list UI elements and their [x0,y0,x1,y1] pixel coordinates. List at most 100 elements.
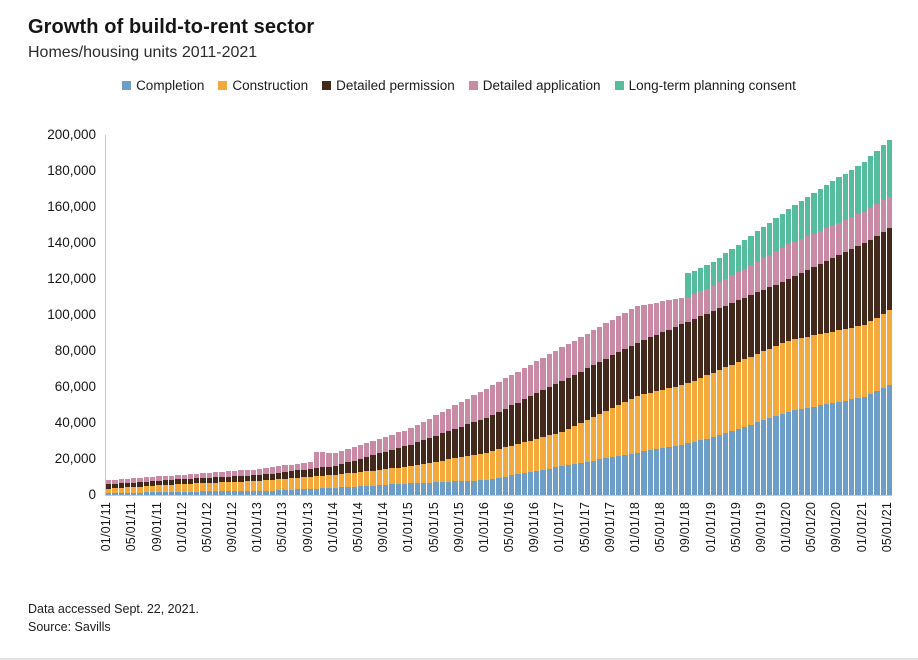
bar-segment [137,478,143,483]
bar-column [584,333,590,495]
bar-column [735,244,741,495]
bar-segment [540,469,546,495]
y-axis-labels: 0 20,000 40,000 60,000 80,000 100,000 120,000 1… [0,0,96,658]
bar-segment [760,289,767,352]
bar-segment [823,404,830,495]
bar-segment [786,411,792,495]
bar-segment [634,395,641,453]
bar-segment [723,305,729,368]
bar-segment [131,482,137,488]
bar-segment [811,233,817,268]
bar-column [741,240,748,495]
bar-segment [578,337,584,372]
bar-segment [294,477,301,490]
bar-column [666,300,672,495]
bar-column [200,473,206,495]
bar-segment [849,217,855,250]
bar-column [634,305,641,495]
bar-segment [553,384,559,434]
bar-segment [509,405,515,446]
bar-column [521,368,527,495]
bar-segment [276,472,282,480]
bar-column [754,231,760,495]
bar-segment [842,252,849,329]
bar-segment [345,462,351,474]
bar-segment [704,313,710,376]
bar-segment [804,236,811,271]
bar-segment [704,375,710,439]
bar-column [477,392,483,495]
legend-item-completion: Completion [122,78,204,93]
bar-column [767,222,773,495]
bar-segment [559,347,565,382]
bar-segment [187,474,194,479]
bar-segment [439,433,446,461]
bar-segment [194,473,200,479]
bar-segment [578,462,584,495]
bar-segment [849,249,855,328]
x-tick-label: 05/01/12 [199,502,214,553]
bar-segment [206,482,213,492]
y-tick-label: 60,000 [54,379,96,394]
bar-segment [490,450,496,479]
bar-segment [175,491,181,495]
bar-segment [452,458,458,482]
bar-segment [830,258,836,332]
bar-segment [609,407,616,458]
bar-column [219,471,225,495]
bar-segment [748,295,754,357]
bar-segment [376,453,383,470]
bar-column [194,473,200,495]
bar-segment [641,451,647,495]
bar-segment [401,466,408,484]
bar-segment [792,339,798,411]
bar-segment [509,445,515,476]
bar-segment [804,197,811,237]
bar-column [338,450,345,495]
bar-segment [534,393,540,439]
bar-segment [320,475,326,489]
bar-column [401,430,408,495]
bar-column [842,173,849,495]
bar-segment [817,405,823,495]
bar-segment [565,378,571,429]
bar-column [773,218,779,495]
bar-segment [855,397,861,495]
bar-segment [792,276,798,340]
bar-segment [741,297,748,360]
bar-segment [383,451,389,470]
bar-segment [697,316,704,379]
bar-segment [427,462,433,483]
bar-segment [521,399,527,443]
legend-swatch-construction [218,81,228,90]
bar-segment [855,214,861,247]
bar-segment [502,447,508,477]
bar-segment [521,473,527,495]
bar-segment [823,228,830,262]
bar-segment [288,471,294,479]
bar-column [817,189,823,495]
bar-segment [823,332,830,405]
bar-segment [830,181,836,226]
bar-segment [433,435,439,462]
bar-segment [710,437,716,495]
bar-segment [628,309,634,346]
bar-column [823,185,830,495]
bar-segment [351,460,357,473]
bar-segment [792,410,798,495]
bar-column [301,462,307,495]
bar-segment [345,448,351,463]
bar-segment [106,493,112,495]
bar-segment [823,185,830,229]
legend-item-detailed-permission: Detailed permission [322,78,455,93]
bar-segment [225,476,231,483]
bar-column [546,354,553,495]
bar-segment [175,479,181,485]
bar-segment [672,386,679,446]
bar-segment [288,478,294,490]
bar-segment [880,200,886,232]
bar-segment [716,308,723,370]
bar-segment [357,486,364,495]
bar-column [231,470,238,495]
